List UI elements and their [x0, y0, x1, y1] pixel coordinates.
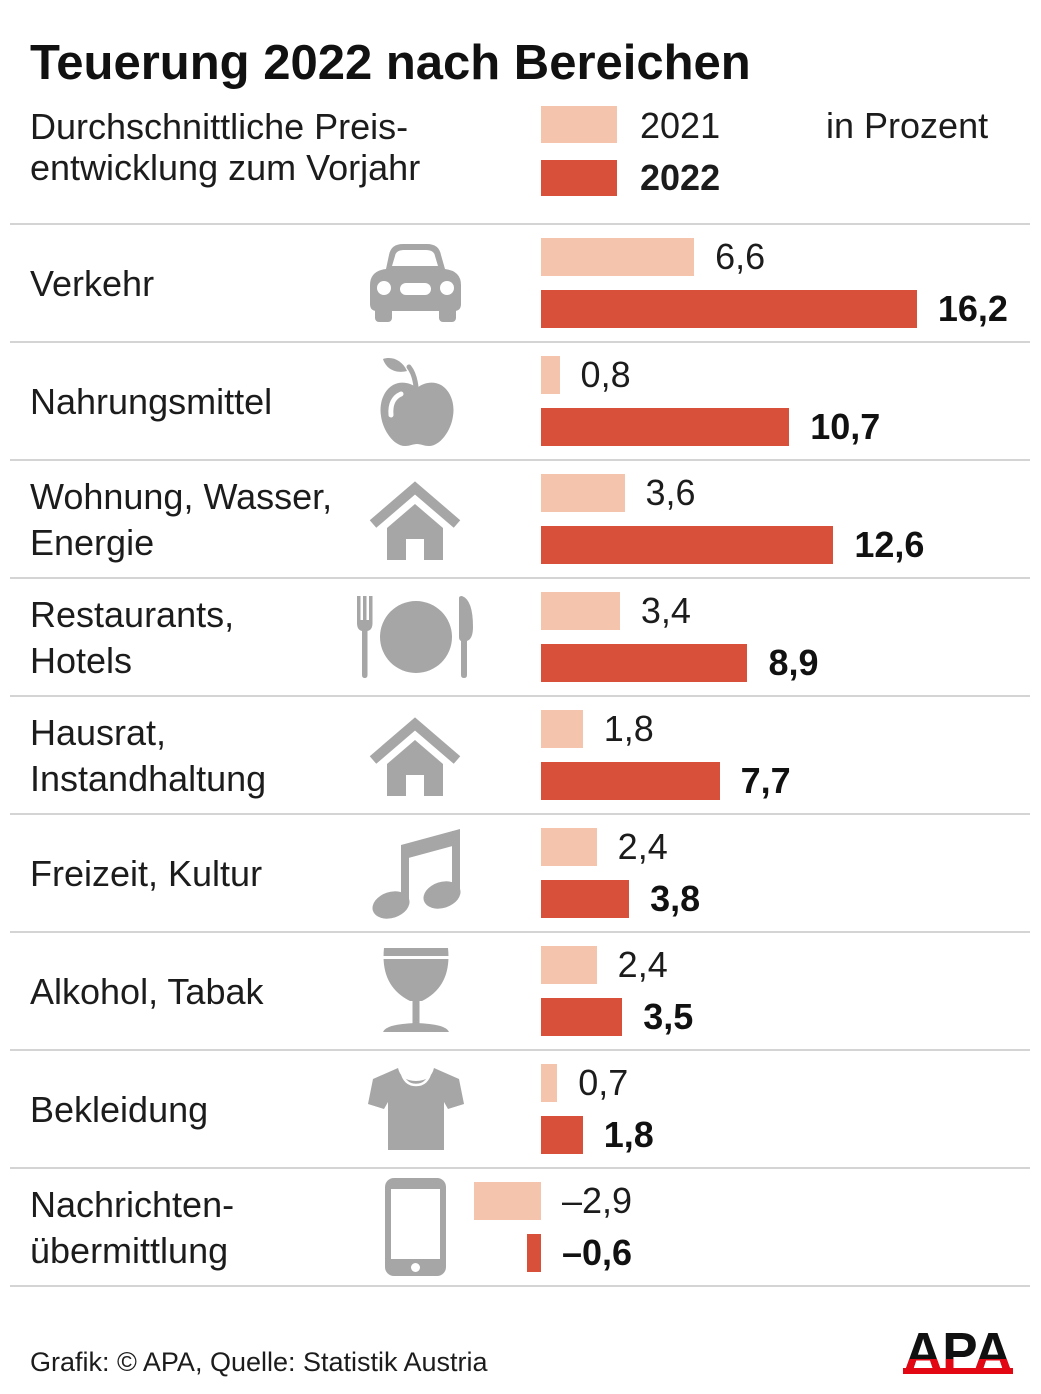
- row-separator: [10, 1285, 1030, 1287]
- category-label: Freizeit, Kultur: [30, 853, 263, 894]
- row-separator: [10, 223, 1030, 225]
- unit-label: in Prozent: [826, 105, 989, 146]
- bar-2021: [541, 474, 625, 512]
- bar-2021: [473, 1182, 541, 1220]
- value-label-2022: 12,6: [854, 524, 925, 565]
- value-label-2022: 8,9: [768, 642, 819, 683]
- category-row: Wohnung, Wasser, Energie 3,6 12,6: [0, 460, 1041, 578]
- cutlery-icon: [355, 587, 475, 687]
- category-label: Verkehr: [30, 263, 155, 304]
- category-row: Nachrichten- übermittlung –2,9 –0,6: [0, 1168, 1041, 1286]
- value-label-2021: 6,6: [715, 236, 766, 277]
- smartphone-icon: [365, 1177, 465, 1277]
- legend-swatch-2021: [541, 106, 617, 143]
- value-label-2022: 3,8: [650, 878, 701, 919]
- row-separator: [10, 577, 1030, 579]
- category-row: Verkehr 6,6 16,2: [0, 224, 1041, 342]
- value-label-2021: 2,4: [617, 826, 668, 867]
- category-row: Freizeit, Kultur 2,4 3,8: [0, 814, 1041, 932]
- bar-2022: [541, 1116, 583, 1154]
- bar-2021: [541, 238, 695, 276]
- chart-title: Teuerung 2022 nach Bereichen: [30, 36, 751, 90]
- house-icon: [365, 469, 465, 569]
- category-label: Wohnung, Wasser, Energie: [30, 476, 333, 563]
- value-label-2022: 16,2: [937, 288, 1008, 329]
- category-label: Alkohol, Tabak: [30, 971, 264, 1012]
- t-shirt-icon: [365, 1059, 465, 1159]
- value-label-2021: 1,8: [603, 708, 654, 749]
- category-row: Bekleidung 0,7 1,8: [0, 1050, 1041, 1168]
- category-row: Alkohol, Tabak 2,4 3,5: [0, 932, 1041, 1050]
- bar-2022: [541, 762, 720, 800]
- row-separator: [10, 341, 1030, 343]
- value-label-2022: 3,5: [643, 996, 694, 1037]
- bar-2021: [541, 946, 597, 984]
- bar-2021: [541, 710, 583, 748]
- row-separator: [10, 1049, 1030, 1051]
- apa-logo: APA APA: [903, 1326, 1013, 1374]
- legend-label-2021: 2021: [640, 105, 721, 146]
- bar-2021: [541, 828, 597, 866]
- apa-logo-text: APA: [904, 1326, 1012, 1374]
- value-label-2021: 0,8: [580, 354, 631, 395]
- category-label: Bekleidung: [30, 1089, 209, 1130]
- bar-2022: [527, 1234, 541, 1272]
- apa-logo-bar: [903, 1368, 1013, 1374]
- bar-2021: [541, 356, 560, 394]
- category-row: Restaurants, Hotels 3,4 8,9: [0, 578, 1041, 696]
- category-row: Nahrungsmittel 0,8 10,7: [0, 342, 1041, 460]
- apple-icon: [365, 351, 465, 451]
- wine-glass-icon: [365, 941, 465, 1041]
- value-label-2022: –0,6: [562, 1232, 633, 1273]
- row-separator: [10, 695, 1030, 697]
- house-icon: [365, 705, 465, 805]
- bar-2022: [541, 526, 834, 564]
- row-separator: [10, 813, 1030, 815]
- value-label-2022: 10,7: [810, 406, 881, 447]
- category-label: Nachrichten- übermittlung: [30, 1184, 235, 1271]
- chart-subtitle: Durchschnittliche Preis- entwicklung zum…: [30, 106, 420, 188]
- bar-2022: [541, 998, 623, 1036]
- row-separator: [10, 1167, 1030, 1169]
- music-notes-icon: [365, 823, 465, 923]
- car-icon: [365, 233, 465, 333]
- source-credit: Grafik: © APA, Quelle: Statistik Austria: [30, 1347, 488, 1377]
- row-separator: [10, 459, 1030, 461]
- value-label-2022: 7,7: [740, 760, 791, 801]
- subtitle-line: Durchschnittliche Preis-: [30, 106, 409, 147]
- legend-label-2022: 2022: [640, 157, 721, 198]
- category-label: Nahrungsmittel: [30, 381, 273, 422]
- bar-2022: [541, 290, 917, 328]
- bar-2022: [541, 644, 748, 682]
- category-label: Hausrat, Instandhaltung: [30, 712, 267, 799]
- bar-2021: [541, 1064, 558, 1102]
- value-label-2021: –2,9: [562, 1180, 633, 1221]
- value-label-2021: 0,7: [578, 1062, 629, 1103]
- subtitle-line: entwicklung zum Vorjahr: [30, 147, 421, 188]
- row-separator: [10, 931, 1030, 933]
- bar-2021: [541, 592, 620, 630]
- category-label: Restaurants, Hotels: [30, 594, 235, 681]
- category-row: Hausrat, Instandhaltung 1,8 7,7: [0, 696, 1041, 814]
- bar-2022: [541, 408, 790, 446]
- value-label-2022: 1,8: [603, 1114, 654, 1155]
- legend-swatch-2022: [541, 160, 617, 196]
- value-label-2021: 2,4: [617, 944, 668, 985]
- bar-2022: [541, 880, 630, 918]
- value-label-2021: 3,6: [645, 472, 696, 513]
- value-label-2021: 3,4: [640, 590, 691, 631]
